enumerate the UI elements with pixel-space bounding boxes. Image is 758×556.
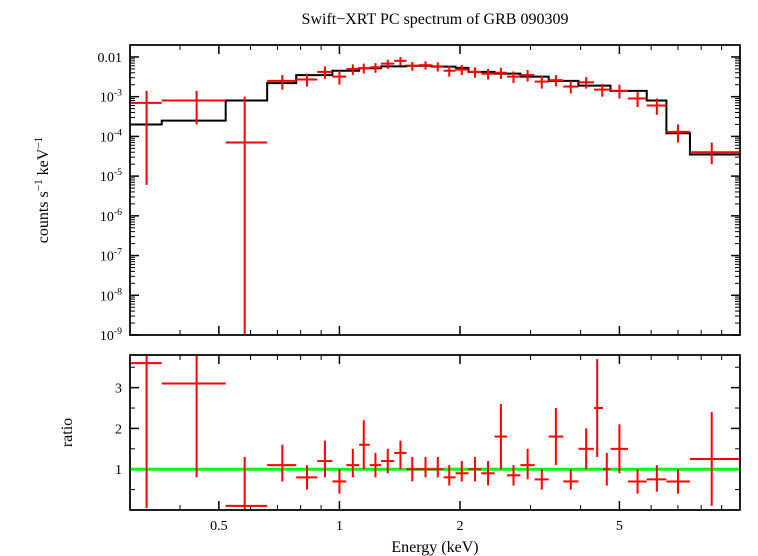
xtick-label: 1 <box>336 519 343 534</box>
xtick-label: 2 <box>457 519 464 534</box>
ytick-label-bottom: 3 <box>115 382 122 397</box>
ytick-label-top: 0.01 <box>98 51 123 66</box>
xlabel: Energy (keV) <box>391 539 478 556</box>
xtick-label: 5 <box>616 519 623 534</box>
ylabel-bottom: ratio <box>59 418 76 447</box>
chart-svg: 10-910-810-710-610-510-410-30.01Swift−XR… <box>0 0 758 556</box>
ytick-label-bottom: 1 <box>115 463 122 478</box>
spectrum-chart: { "title": "Swift−XRT PC spectrum of GRB… <box>0 0 758 556</box>
xtick-label: 0.5 <box>210 519 228 534</box>
ytick-label-bottom: 2 <box>115 422 122 437</box>
chart-title: Swift−XRT PC spectrum of GRB 090309 <box>302 11 569 28</box>
